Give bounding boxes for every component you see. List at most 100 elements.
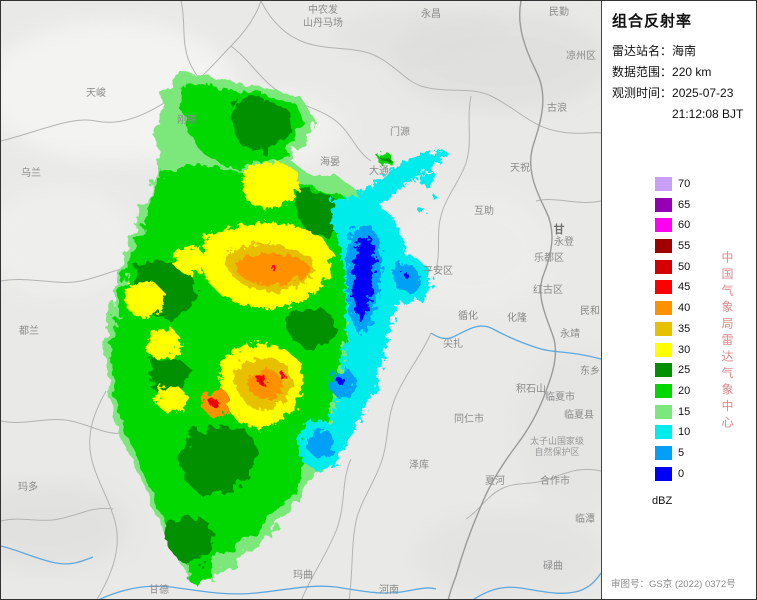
place-label: 都兰 xyxy=(19,324,39,337)
place-label: 刚察 xyxy=(177,113,197,126)
radar-echo-layer xyxy=(105,71,449,585)
product-info: 雷达站名：海南 数据范围：220 km 观测时间：2025-07-23 21:1… xyxy=(612,41,756,125)
place-label: 永靖 xyxy=(560,327,580,340)
place-label: 积石山 xyxy=(516,383,546,395)
time-row: 观测时间：2025-07-23 xyxy=(612,83,756,104)
info-panel: 组合反射率 雷达站名：海南 数据范围：220 km 观测时间：2025-07-2… xyxy=(602,1,756,599)
legend-row: 65 xyxy=(655,197,691,212)
place-label: 凉州区 xyxy=(566,49,596,62)
legend-row: 15 xyxy=(655,404,691,419)
legend-row: 25 xyxy=(655,363,691,378)
product-title: 组合反射率 xyxy=(612,13,693,30)
place-label: 甘德 xyxy=(149,583,169,596)
place-label: 山丹马场 xyxy=(303,16,343,29)
legend-row: 45 xyxy=(655,280,691,295)
range-row: 数据范围：220 km xyxy=(612,62,756,83)
legend-value: 70 xyxy=(678,178,691,190)
legend-value: 30 xyxy=(678,343,691,356)
legend-value: 40 xyxy=(678,302,691,315)
place-label: 红古区 xyxy=(533,283,563,296)
map-area[interactable]: 民勤 永昌 中农发 山丹马场凉州区古浪天祝 天峻刚察门源大通 海晏互助永登乐都区平安区红古… xyxy=(1,1,602,599)
place-label: 临潭 xyxy=(575,512,595,525)
legend-row: 60 xyxy=(655,218,691,233)
time-date: 2025-07-23 xyxy=(672,86,734,100)
time-label: 观测时间： xyxy=(612,86,673,100)
place-label: 乐都区 xyxy=(534,252,564,264)
legend-swatch xyxy=(655,363,672,378)
place-label: 海晏 xyxy=(320,155,340,168)
legend-row: 70 xyxy=(655,177,690,191)
place-label: 同仁市 xyxy=(454,412,484,425)
map-approval-number: 审图号：GS京 (2022) 0372号 xyxy=(611,579,736,590)
legend-swatch xyxy=(655,301,672,316)
legend-value: 50 xyxy=(678,260,691,273)
legend-value: 55 xyxy=(678,240,691,253)
legend-swatch xyxy=(655,321,672,336)
place-label: 合作市 xyxy=(540,474,570,487)
place-label: 尖扎 xyxy=(443,337,463,350)
range-value: 220 km xyxy=(672,65,712,79)
station-value: 海南 xyxy=(672,44,697,58)
legend-row: 30 xyxy=(655,342,691,357)
legend-value: 65 xyxy=(678,198,691,211)
legend-swatch xyxy=(655,445,672,460)
legend-swatch xyxy=(655,197,672,212)
dbz-unit-label: dBZ xyxy=(652,495,673,507)
legend: 70 65 60 55 50 45 40 35 30 25 20 15 10 5 0 xyxy=(655,177,690,487)
legend-value: 0 xyxy=(678,467,685,480)
place-label: 民和 xyxy=(580,305,600,317)
place-label: 民勤 xyxy=(549,5,569,18)
legend-row: 55 xyxy=(655,239,691,254)
place-label: 太子山国家级 xyxy=(530,435,584,446)
legend-swatch xyxy=(655,404,672,419)
legend-swatch xyxy=(655,177,672,191)
legend-row: 35 xyxy=(655,321,691,336)
place-label: 互助 xyxy=(474,204,494,217)
place-label: 大通 xyxy=(369,164,389,177)
place-label: 东乡 xyxy=(580,364,600,377)
legend-swatch xyxy=(655,239,672,254)
place-label: 门源 xyxy=(390,125,410,138)
legend-row: 40 xyxy=(655,301,691,316)
river-lines xyxy=(1,325,601,599)
legend-value: 5 xyxy=(678,446,685,459)
place-label: 天祝 xyxy=(510,161,530,174)
place-label: 天峻 xyxy=(86,86,106,99)
place-label: 乌兰 xyxy=(21,166,41,179)
place-label: 永登 xyxy=(554,235,574,248)
legend-swatch xyxy=(655,466,672,481)
legend-swatch xyxy=(655,383,672,398)
legend-row: 5 xyxy=(655,445,690,460)
legend-swatch xyxy=(655,218,672,233)
range-label: 数据范围： xyxy=(612,65,673,79)
legend-value: 10 xyxy=(678,426,691,439)
place-label: 临夏县 xyxy=(564,408,594,421)
place-label: 永昌 xyxy=(421,7,441,20)
legend-value: 15 xyxy=(678,405,691,418)
legend-row: 20 xyxy=(655,383,691,398)
place-label: 玛多 xyxy=(18,480,38,493)
place-label: 泽库 xyxy=(409,458,429,471)
legend-swatch xyxy=(655,342,672,357)
place-label: 古浪 xyxy=(547,101,567,114)
time-clock: 21:12:08 BJT xyxy=(672,107,744,121)
place-label: 化隆 xyxy=(507,311,527,324)
place-label: 自然保护区 xyxy=(534,446,579,457)
legend-swatch xyxy=(655,259,672,274)
legend-row: 10 xyxy=(655,425,691,440)
station-row: 雷达站名：海南 xyxy=(612,41,756,62)
place-label: 中农发 xyxy=(308,3,338,16)
legend-swatch xyxy=(655,425,672,440)
place-label: 河南 xyxy=(379,583,399,596)
legend-value: 60 xyxy=(678,219,691,232)
legend-value: 20 xyxy=(678,384,691,397)
legend-value: 35 xyxy=(678,322,691,335)
place-label: 夏河 xyxy=(485,475,505,487)
legend-value: 45 xyxy=(678,281,691,294)
legend-value: 25 xyxy=(678,364,691,377)
place-label: 平安区 xyxy=(423,264,453,277)
legend-row: 50 xyxy=(655,259,691,274)
